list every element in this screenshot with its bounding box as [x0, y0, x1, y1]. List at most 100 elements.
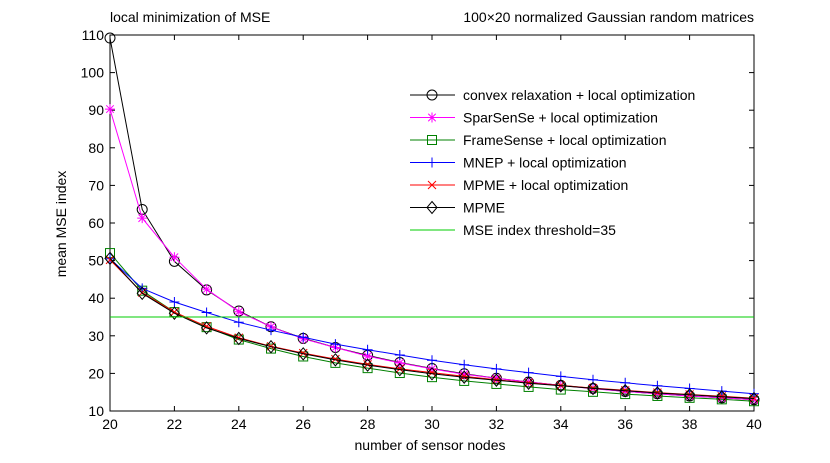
- data-point-plus: [459, 359, 470, 370]
- data-point-star: [459, 369, 470, 380]
- data-point-plus: [298, 332, 309, 343]
- y-tick-label: 70: [88, 177, 104, 193]
- data-point-diamond: [458, 370, 470, 384]
- data-point-plus: [523, 367, 534, 378]
- data-point-x: [427, 368, 437, 378]
- y-tick-label: 20: [88, 365, 104, 381]
- x-tick-label: 40: [746, 416, 762, 432]
- data-point-plus: [330, 339, 341, 350]
- data-point-diamond: [361, 358, 374, 372]
- data-point-plus: [362, 344, 373, 355]
- data-point-star: [233, 306, 244, 317]
- data-point-circle: [104, 32, 116, 44]
- data-point-star: [427, 363, 437, 374]
- y-tick-label: 40: [88, 290, 104, 306]
- legend-item: MSE index threshold=35: [410, 222, 616, 238]
- x-tick-label: 30: [424, 416, 440, 432]
- legend-item: convex relaxation + local optimization: [410, 87, 695, 103]
- chart-subtitle: 100×20 normalized Gaussian random matric…: [463, 9, 754, 25]
- data-point-plus: [588, 374, 598, 385]
- data-point-diamond: [683, 388, 696, 402]
- x-axis-label: number of sensor nodes: [355, 437, 506, 453]
- legend-label: FrameSense + local optimization: [463, 132, 667, 148]
- data-point-plus: [491, 363, 502, 374]
- data-point-plus: [266, 325, 276, 336]
- data-point-plus: [652, 380, 663, 391]
- series-line: [109, 252, 755, 402]
- data-point-plus: [427, 355, 437, 366]
- y-tick-label: 110: [82, 27, 105, 43]
- legend-item: FrameSense + local optimization: [410, 132, 667, 148]
- data-point-diamond: [297, 347, 309, 361]
- y-tick-label: 100: [81, 65, 105, 81]
- data-point-star: [491, 373, 502, 384]
- data-point-square: [362, 363, 373, 374]
- series-2: [105, 248, 759, 407]
- y-tick-label: 50: [88, 253, 104, 269]
- data-point-square: [652, 390, 663, 401]
- legend-item: MNEP + local optimization: [410, 155, 627, 171]
- x-tick-label: 32: [489, 416, 505, 432]
- legend-item: MPME: [410, 200, 505, 216]
- chart-title: local minimization of MSE: [110, 9, 270, 25]
- data-point-diamond: [329, 353, 342, 367]
- data-point-plus: [394, 349, 405, 360]
- data-point-plus: [233, 317, 244, 328]
- data-point-star: [427, 112, 437, 123]
- data-point-square: [330, 357, 341, 368]
- x-tick-label: 38: [682, 416, 698, 432]
- x-tick-label: 28: [360, 416, 376, 432]
- legend-label: MNEP + local optimization: [463, 155, 627, 171]
- data-point-diamond: [490, 373, 503, 387]
- y-axis-label: mean MSE index: [53, 171, 69, 278]
- data-point-diamond: [394, 362, 406, 377]
- data-point-star: [105, 104, 115, 115]
- data-point-diamond: [265, 339, 277, 354]
- data-point-diamond: [426, 200, 438, 215]
- data-point-diamond: [587, 381, 599, 396]
- series-3: [105, 253, 759, 399]
- data-point-diamond: [522, 376, 535, 390]
- data-point-circle: [426, 89, 438, 101]
- data-point-star: [137, 213, 148, 224]
- data-point-square: [427, 135, 437, 145]
- y-tick-label: 90: [88, 102, 104, 118]
- data-point-x: [105, 255, 115, 265]
- x-tick-label: 36: [617, 416, 633, 432]
- data-point-diamond: [651, 386, 664, 400]
- data-point-plus: [201, 307, 212, 318]
- legend-item: MPME + local optimization: [410, 177, 628, 193]
- legend-label: MSE index threshold=35: [463, 222, 616, 238]
- data-point-plus: [620, 377, 631, 388]
- data-point-diamond: [200, 321, 213, 335]
- legend-item: SparSenSe + local optimization: [410, 110, 658, 126]
- data-point-plus: [137, 283, 148, 294]
- data-point-plus: [427, 157, 437, 168]
- data-point-star: [169, 252, 180, 263]
- x-tick-label: 20: [102, 416, 118, 432]
- data-point-square: [298, 351, 309, 362]
- data-point-diamond: [555, 379, 567, 393]
- x-tick-label: 34: [553, 416, 569, 432]
- legend-label: MPME + local optimization: [463, 177, 628, 193]
- data-point-diamond: [136, 286, 148, 301]
- data-point-diamond: [168, 306, 181, 321]
- x-tick-label: 22: [167, 416, 183, 432]
- plot-area: 20 22 24 26 28 30 32 34 36 38 40102030405060708090…: [81, 27, 762, 432]
- data-point-diamond: [716, 389, 728, 404]
- series-5: [104, 251, 760, 406]
- data-point-star: [652, 388, 663, 399]
- data-point-diamond: [233, 331, 245, 346]
- data-point-star: [201, 284, 212, 295]
- legend-label: convex relaxation + local optimization: [463, 87, 695, 103]
- y-tick-label: 30: [88, 328, 104, 344]
- y-tick-label: 10: [88, 403, 104, 419]
- data-point-star: [362, 351, 373, 362]
- data-point-star: [749, 394, 759, 405]
- legend-box: [404, 81, 746, 250]
- data-point-square: [588, 386, 598, 397]
- data-point-diamond: [426, 366, 438, 381]
- data-point-diamond: [619, 383, 631, 398]
- y-tick-label: 80: [88, 140, 104, 156]
